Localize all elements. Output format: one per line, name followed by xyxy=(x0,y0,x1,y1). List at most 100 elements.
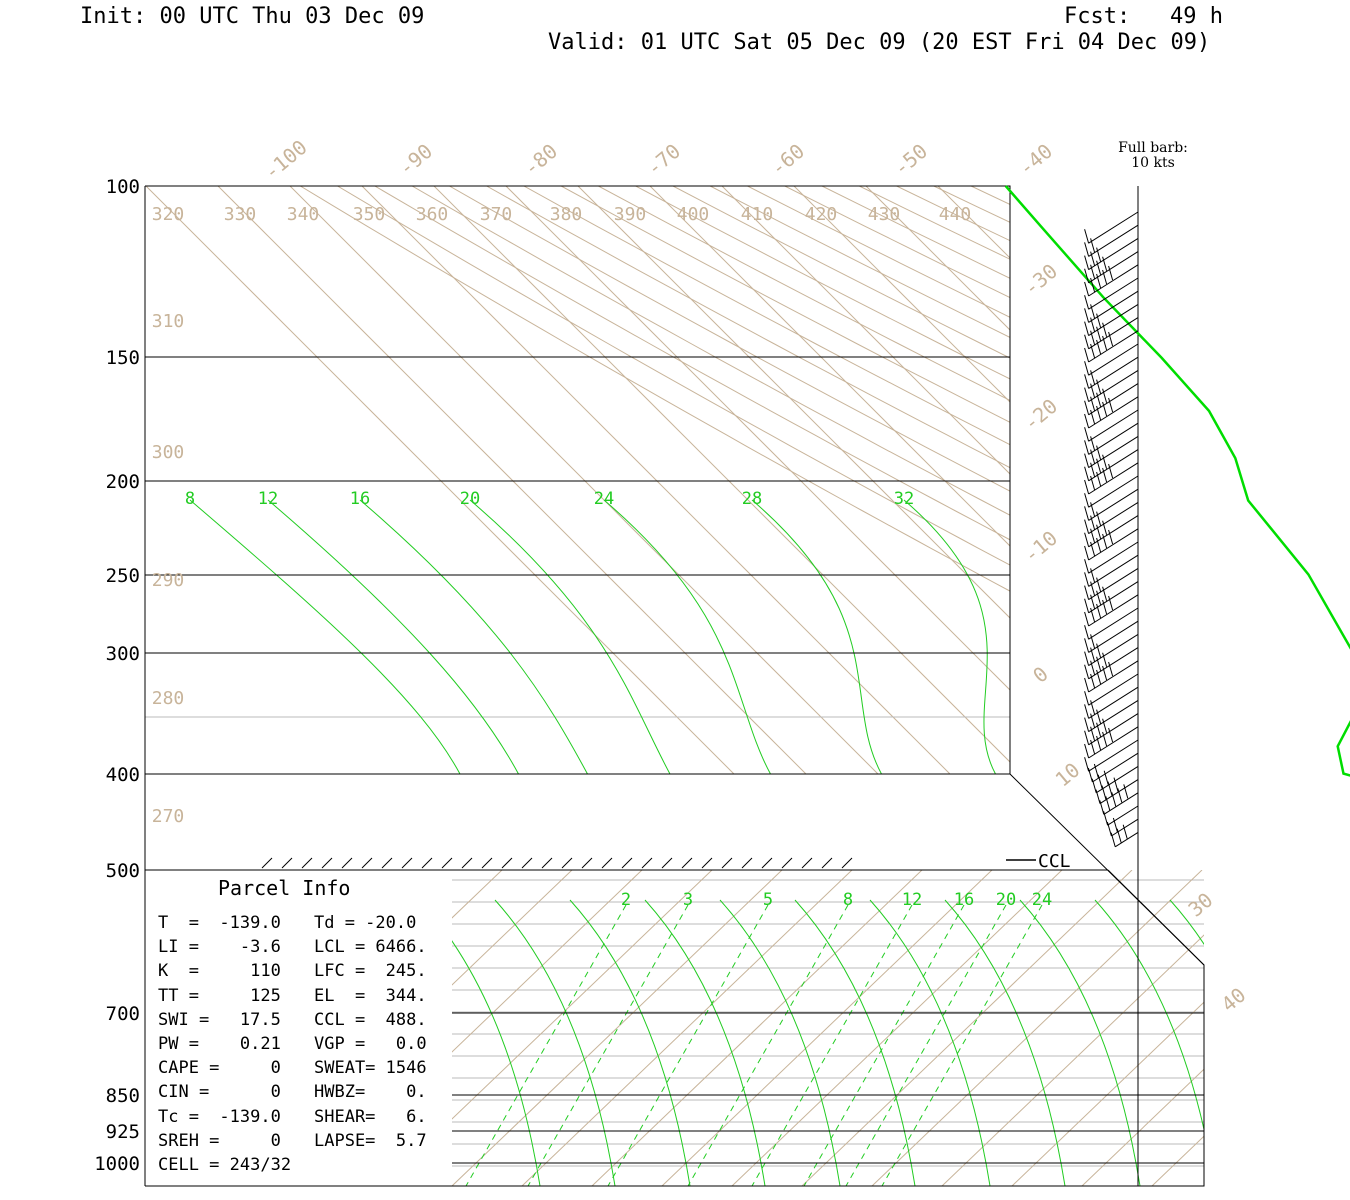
wind-barb-feather xyxy=(1096,313,1102,328)
ticks-500 xyxy=(661,857,673,869)
wind-barb xyxy=(1084,726,1139,759)
wind-barb xyxy=(1084,488,1139,521)
wind-barb-staff xyxy=(1088,330,1139,363)
wind-barb-staff xyxy=(1088,475,1139,508)
wind-barb-feather xyxy=(1096,577,1102,592)
wind-barb-feather xyxy=(1090,409,1096,425)
wind-barb-feather xyxy=(1090,383,1096,398)
theta-label: 440 xyxy=(939,204,972,225)
wind-barb-feather xyxy=(1084,598,1090,613)
mixing-ratio-line xyxy=(881,904,1043,1186)
theta-label: 270 xyxy=(152,806,185,827)
wind-barb-feather xyxy=(1122,824,1128,839)
wind-barb-feather xyxy=(1096,735,1102,751)
wind-barb-staff xyxy=(1088,383,1139,416)
wind-barb-feather xyxy=(1096,537,1102,553)
dry-adiabat xyxy=(933,186,1010,223)
isotherm-line xyxy=(1082,186,1350,774)
ticks-500 xyxy=(561,857,573,869)
wind-barb-feather xyxy=(1090,370,1096,385)
dry-adiabat xyxy=(635,186,1010,380)
dry-adiabat xyxy=(1008,186,1010,188)
temperature-label: 30 xyxy=(1184,888,1218,922)
wind-barb-feather xyxy=(1084,453,1090,468)
parcel-info-right-value: EL = 344. xyxy=(314,985,427,1006)
forecast-hour: Fcst: 49 h xyxy=(1064,4,1223,29)
parcel-info-left-value: CIN = 0 xyxy=(158,1082,281,1103)
wind-barb-feather xyxy=(1096,260,1102,275)
wind-barb-feather xyxy=(1090,502,1096,517)
mixing-ratio-line xyxy=(751,904,913,1186)
wind-barb-feather xyxy=(1090,449,1096,464)
moist-adiabat xyxy=(452,940,541,1186)
theta-label: 310 xyxy=(152,311,185,332)
isotherm-line xyxy=(591,870,923,1186)
ticks-500 xyxy=(781,857,793,869)
wind-barb-feather xyxy=(1102,467,1108,483)
isotherm-line xyxy=(452,870,573,986)
wind-barb-feather xyxy=(1090,607,1096,623)
wind-barb xyxy=(1084,620,1139,653)
isotherm-line xyxy=(361,186,950,774)
ticks-500 xyxy=(681,857,693,869)
wind-barb-feather xyxy=(1096,656,1102,671)
wind-barb xyxy=(1084,237,1139,271)
mixing-ratio-label: 20 xyxy=(996,890,1016,910)
wind-barb-feather xyxy=(1087,767,1093,783)
theta-label: 390 xyxy=(614,204,647,225)
wind-barb-staff xyxy=(1088,396,1139,429)
theta-label: 420 xyxy=(805,204,838,225)
wind-barb-feather xyxy=(1096,643,1102,658)
wind-barb-feather xyxy=(1090,515,1096,530)
isotherm-line xyxy=(289,186,878,774)
temperature-label: -40 xyxy=(1014,139,1057,181)
valid-time: Valid: 01 UTC Sat 05 Dec 09 (20 EST Fri … xyxy=(548,30,1211,55)
wind-barb-feather xyxy=(1102,335,1108,351)
ticks-500 xyxy=(621,857,633,869)
wind-barb-feather xyxy=(1090,462,1096,477)
wind-barb-staff xyxy=(1088,726,1139,759)
ticks-500 xyxy=(601,857,613,869)
wind-barb-feather xyxy=(1090,581,1096,596)
wind-barb-feather xyxy=(1096,458,1102,473)
wind-barb xyxy=(1084,409,1139,442)
ticks-500 xyxy=(581,857,593,869)
parcel-info-right-value: LCL = 6466. xyxy=(314,937,427,958)
wind-barb xyxy=(1084,686,1139,719)
ticks-500 xyxy=(441,857,453,869)
ticks-500 xyxy=(641,857,653,869)
wind-barb xyxy=(1084,594,1139,627)
pressure-tick-label: 150 xyxy=(106,347,140,369)
temperature-label: -90 xyxy=(394,139,437,181)
mixing-ratio-line xyxy=(527,904,689,1186)
wind-barb-staff xyxy=(1088,541,1139,574)
theta-label: 430 xyxy=(868,204,901,225)
theta-label: 350 xyxy=(353,204,386,225)
barb-legend-line2: 10 kts xyxy=(1131,155,1175,171)
wind-barb xyxy=(1084,673,1139,706)
wind-barb xyxy=(1095,777,1139,805)
parcel-info-left-value: SREH = 0 xyxy=(158,1130,281,1151)
wind-barb xyxy=(1084,554,1139,587)
isotherm-line xyxy=(1226,186,1350,774)
wind-barb xyxy=(1084,647,1139,680)
wind-barb-feather xyxy=(1103,811,1109,826)
wind-barb-feather xyxy=(1108,529,1114,545)
wind-barb-feather xyxy=(1084,677,1090,693)
theta-e-curve xyxy=(751,499,882,774)
pressure-tick-label: 925 xyxy=(106,1121,140,1143)
wind-barb-feather xyxy=(1102,388,1108,403)
wind-barb-feather xyxy=(1108,265,1114,281)
moist-adiabat xyxy=(569,899,691,1186)
wind-barb-staff xyxy=(1088,462,1139,495)
wind-barb-feather xyxy=(1096,379,1102,394)
theta-label: 400 xyxy=(677,204,710,225)
wind-barb-staff xyxy=(1088,607,1139,640)
wind-barb-feather xyxy=(1084,308,1090,323)
wind-barb xyxy=(1084,356,1139,389)
wind-barb xyxy=(1084,435,1139,469)
wind-barb-feather xyxy=(1110,832,1116,847)
wind-barb xyxy=(1084,607,1139,640)
ticks-500 xyxy=(301,857,313,869)
wind-barb-staff xyxy=(1088,290,1139,323)
